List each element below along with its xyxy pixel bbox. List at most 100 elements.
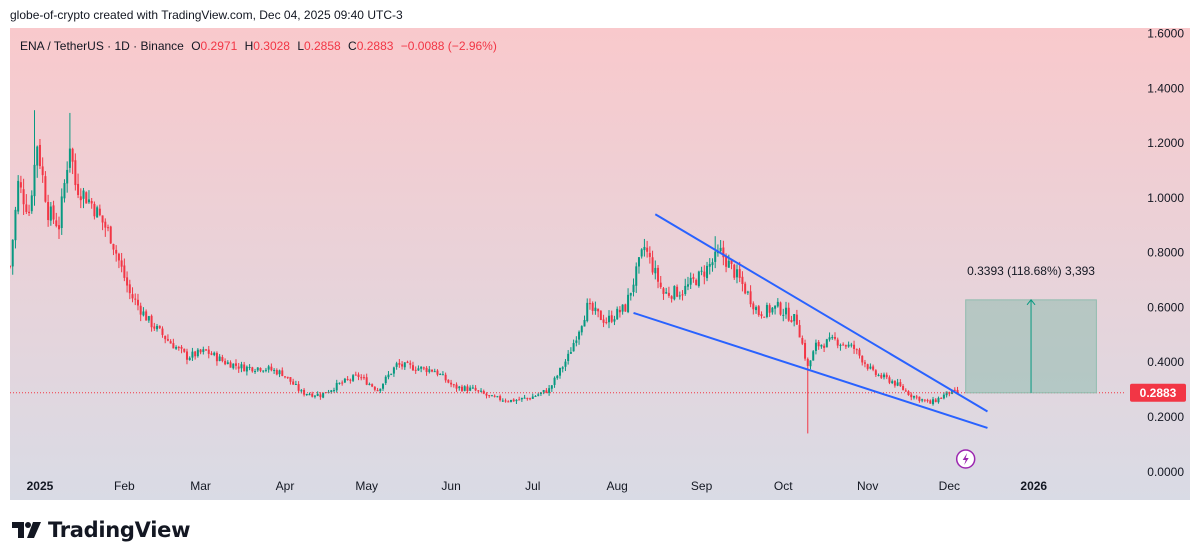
candle-body: [872, 366, 875, 370]
candle-body: [648, 252, 651, 257]
price-chart[interactable]: 1.6000 1.4000 1.2000 1.0000 0.8000 0.6000 0.40…: [10, 28, 1190, 500]
candle-body: [428, 369, 431, 373]
chart-credit: globe-of-crypto created with TradingView…: [10, 8, 403, 22]
price-range-label: 0.3393 (118.68%) 3,393: [967, 264, 1095, 278]
candle-body: [297, 384, 300, 391]
candle-body: [902, 386, 905, 390]
candle-body: [659, 282, 662, 288]
candle-body: [305, 393, 308, 395]
candle-body: [229, 362, 232, 368]
candle-body: [956, 389, 959, 393]
candle-body: [559, 368, 561, 376]
candle-body: [439, 374, 442, 376]
trendline-lower[interactable]: [633, 311, 988, 429]
candle-body: [19, 182, 22, 188]
candle-body: [520, 397, 523, 400]
candle-body: [670, 296, 673, 299]
candle-body: [354, 374, 357, 376]
candle-body: [635, 266, 638, 286]
symbol-label[interactable]: ENA / TetherUS · 1D · Binance: [20, 39, 184, 53]
candle-body: [665, 292, 668, 294]
candle-body: [273, 369, 276, 371]
candle-body: [537, 394, 540, 396]
candle-body: [409, 363, 412, 365]
candle-body: [210, 353, 213, 355]
candle-body: [66, 169, 69, 184]
candle-body: [755, 307, 758, 311]
y-tick-label: 1.2000: [1147, 136, 1184, 150]
candle-body: [921, 399, 924, 401]
candle-body: [858, 349, 861, 356]
candle-body: [893, 380, 896, 386]
candle-body: [531, 396, 534, 399]
candle-body: [131, 294, 134, 299]
trendline-upper[interactable]: [654, 213, 988, 413]
candle-body: [128, 284, 131, 294]
candle-body: [433, 371, 436, 373]
candle-body: [937, 397, 940, 403]
candle-body: [406, 361, 409, 363]
candle-body: [942, 394, 945, 399]
candle-body: [58, 225, 61, 230]
candle-body: [243, 364, 246, 372]
candle-body: [839, 344, 842, 346]
candle-body: [376, 390, 379, 392]
candle-body: [499, 396, 502, 401]
candle-body: [469, 387, 472, 391]
candle-body: [697, 271, 700, 287]
candle-body: [357, 374, 360, 377]
candle-body: [188, 357, 191, 360]
candle-body: [817, 341, 820, 347]
candle-body: [812, 351, 815, 361]
candle-body: [686, 284, 689, 287]
candle-body: [150, 315, 153, 328]
candle-body: [929, 400, 932, 404]
candle-body: [447, 379, 450, 383]
candle-body: [774, 305, 777, 309]
candle-body: [804, 342, 807, 359]
x-tick-label: Feb: [114, 479, 135, 493]
candle-body: [874, 370, 877, 375]
candle-body: [575, 340, 578, 343]
candle-body: [790, 320, 793, 322]
candle-body: [806, 358, 809, 366]
candle-body: [722, 247, 725, 258]
candle-body: [471, 387, 474, 389]
candle-body: [526, 397, 529, 399]
candle-body: [49, 206, 52, 221]
candle-body: [313, 395, 316, 397]
candle-body: [120, 260, 123, 267]
candle-body: [616, 308, 619, 320]
candle-body: [123, 265, 126, 278]
candle-body: [74, 160, 77, 186]
candle-body: [488, 395, 491, 397]
candle-body: [569, 352, 572, 354]
candle-body: [847, 344, 850, 347]
candle-body: [578, 331, 581, 340]
candle-body: [63, 183, 66, 199]
candle-body: [657, 267, 660, 282]
candle-body: [166, 339, 169, 341]
candle-body: [382, 383, 385, 389]
candle-body: [918, 396, 921, 401]
candle-body: [431, 369, 434, 372]
candle-body: [765, 304, 768, 317]
chart-area[interactable]: 1.6000 1.4000 1.2000 1.0000 0.8000 0.6000 0.40…: [10, 28, 1190, 500]
candle-body: [362, 377, 365, 379]
candle-body: [175, 347, 178, 349]
candle-body: [136, 299, 139, 306]
tradingview-logo[interactable]: TradingView: [12, 518, 190, 542]
candle-body: [926, 400, 929, 402]
candle-body: [98, 208, 101, 216]
candle-body: [605, 322, 608, 324]
candle-body: [787, 307, 790, 321]
candle-body: [493, 395, 496, 397]
candle-body: [360, 377, 363, 379]
y-tick-label: 0.0000: [1147, 465, 1184, 479]
candle-body: [550, 385, 553, 389]
candle-body: [90, 201, 93, 204]
candle-body: [651, 257, 654, 273]
candle-body: [602, 319, 605, 323]
candle-body: [621, 304, 624, 312]
x-tick-label: Nov: [857, 479, 878, 493]
